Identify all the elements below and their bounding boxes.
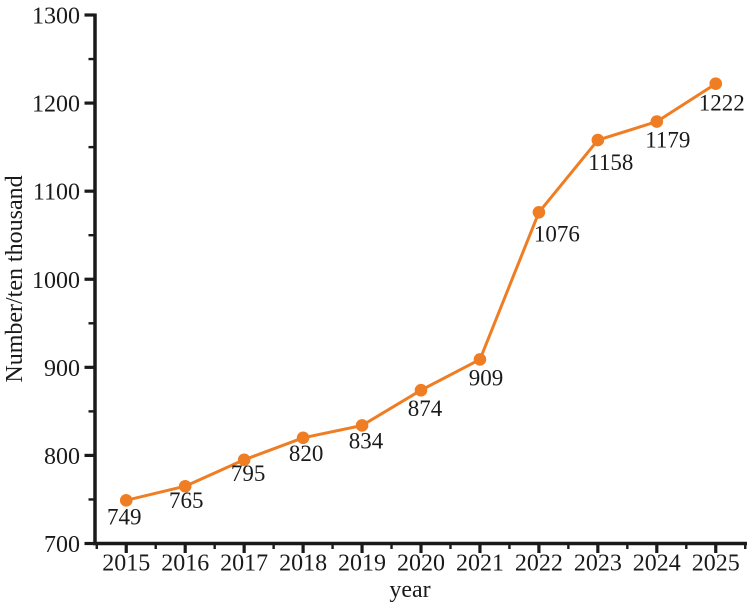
data-point-marker — [709, 77, 723, 91]
data-point-label: 765 — [169, 488, 204, 513]
x-tick-label: 2024 — [633, 551, 681, 577]
y-tick-label: 1000 — [32, 268, 80, 294]
data-point-label: 909 — [469, 365, 504, 390]
x-tick-label: 2020 — [397, 551, 445, 577]
data-point-label: 1222 — [699, 91, 745, 116]
y-tick-label: 700 — [44, 532, 80, 558]
y-tick-label: 1300 — [32, 4, 80, 30]
y-axis-title: Number/ten thousand — [2, 175, 28, 382]
x-tick-label: 2025 — [692, 551, 740, 577]
data-point-label: 1158 — [588, 150, 633, 175]
data-point-label: 795 — [231, 461, 266, 486]
data-point-marker — [296, 431, 310, 445]
data-point-label: 834 — [349, 428, 384, 453]
data-point-marker — [650, 115, 664, 128]
x-tick-label: 2018 — [279, 551, 327, 577]
data-point-label: 749 — [107, 504, 142, 529]
x-tick-label: 2019 — [338, 551, 386, 577]
data-point-marker — [473, 353, 487, 366]
x-axis-title: year — [389, 577, 430, 603]
y-tick-label: 1100 — [33, 180, 80, 206]
x-tick-label: 2021 — [456, 551, 504, 577]
data-point-label: 874 — [408, 396, 443, 421]
x-tick-label: 2015 — [102, 551, 150, 577]
data-point-marker — [591, 133, 605, 147]
y-tick-label: 1200 — [32, 92, 80, 118]
data-point-marker — [178, 479, 192, 493]
data-point-marker — [532, 206, 546, 219]
data-point-label: 820 — [289, 441, 324, 466]
y-tick-label: 800 — [44, 444, 80, 470]
data-point-label: 1076 — [534, 221, 580, 246]
x-tick-label: 2023 — [574, 551, 622, 577]
x-tick-label: 2016 — [161, 551, 209, 577]
y-tick-label: 900 — [44, 356, 80, 382]
data-point-label: 1179 — [645, 128, 690, 153]
data-point-marker — [237, 453, 251, 467]
data-point-marker — [414, 383, 428, 397]
data-point-marker — [119, 494, 133, 507]
x-tick-label: 2017 — [220, 551, 268, 577]
data-point-marker — [355, 419, 369, 432]
series-line — [124, 82, 718, 502]
x-tick-label: 2022 — [515, 551, 563, 577]
